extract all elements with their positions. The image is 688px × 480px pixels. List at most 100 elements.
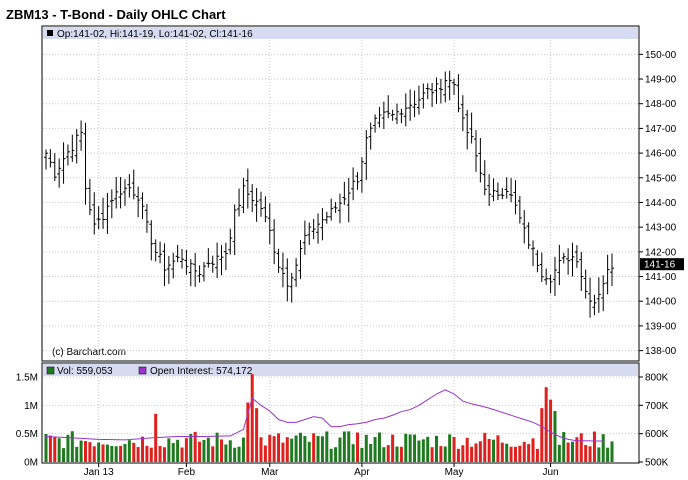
volume-bar: [250, 374, 254, 462]
x-tick-label: Jun: [543, 467, 559, 478]
volume-bar: [417, 440, 421, 462]
oi-tick-label: 500K: [645, 458, 669, 469]
volume-bar: [404, 433, 408, 462]
volume-bar: [123, 443, 127, 462]
volume-bar: [325, 431, 329, 462]
volume-legend-bar: [43, 364, 638, 376]
volume-bar: [413, 434, 417, 462]
volume-bar: [149, 447, 153, 462]
oi-tick-label: 700K: [645, 401, 669, 412]
volume-bar: [421, 439, 425, 462]
volume-bar: [198, 441, 202, 462]
oi-legend-text: Open Interest: 574,172: [150, 366, 253, 377]
volume-bar: [584, 445, 588, 462]
open-interest-line: [45, 389, 604, 442]
volume-bar: [474, 443, 478, 462]
volume-bar: [531, 438, 535, 462]
volume-bar: [386, 445, 390, 462]
volume-bar: [298, 432, 302, 462]
volume-bar: [92, 446, 96, 462]
volume-bar: [373, 437, 377, 462]
volume-bar: [557, 444, 561, 462]
volume-bar: [83, 441, 87, 462]
x-tick-label: Apr: [354, 467, 370, 478]
volume-bar: [513, 446, 517, 462]
volume-bar: [167, 438, 171, 462]
x-tick-label: Mar: [261, 467, 279, 478]
volume-legend-text: Vol: 559,053: [57, 366, 113, 377]
volume-bar: [141, 436, 145, 462]
volume-bar: [255, 408, 259, 462]
price-tick-label: 140-00: [645, 297, 677, 308]
price-tick-label: 142-00: [645, 247, 677, 258]
volume-bar: [329, 448, 333, 462]
volume-bar: [127, 440, 131, 462]
volume-bar: [290, 438, 294, 462]
volume-bar: [601, 434, 605, 462]
volume-bar: [338, 437, 342, 462]
volume-bar: [263, 445, 267, 462]
volume-bar: [439, 446, 443, 462]
volume-bar: [294, 435, 298, 462]
volume-bar: [53, 436, 57, 462]
volume-bar: [426, 436, 430, 462]
volume-bar: [553, 411, 557, 462]
volume-bar: [364, 434, 368, 462]
volume-tick-label: 0.5M: [16, 429, 38, 440]
volume-bar: [48, 435, 52, 462]
volume-bar: [246, 402, 250, 462]
volume-bar: [492, 439, 496, 462]
oi-legend-marker: [138, 366, 147, 375]
volume-bar: [277, 433, 281, 462]
volume-bar: [285, 437, 289, 462]
price-tick-label: 146-00: [645, 149, 677, 160]
volume-bar: [132, 442, 136, 462]
volume-bar: [307, 441, 311, 462]
volume-bar: [434, 435, 438, 462]
volume-bar: [395, 446, 399, 462]
volume-bar: [544, 387, 548, 462]
volume-bar: [136, 447, 140, 462]
volume-bar: [347, 431, 351, 462]
volume-bar: [75, 446, 79, 462]
volume-bar: [527, 444, 531, 462]
last-price-label: 141-16: [644, 260, 676, 271]
volume-bar: [408, 434, 412, 462]
volume-bar: [592, 431, 596, 462]
volume-bar: [202, 439, 206, 462]
volume-tick-label: 0M: [24, 458, 38, 469]
price-tick-label: 138-00: [645, 346, 677, 357]
price-tick-label: 150-00: [645, 50, 677, 61]
volume-bar: [391, 434, 395, 462]
volume-bar: [430, 447, 434, 462]
volume-bar: [579, 433, 583, 462]
price-tick-label: 145-00: [645, 173, 677, 184]
volume-bar: [320, 436, 324, 462]
volume-bar: [114, 446, 118, 462]
volume-bar: [443, 446, 447, 462]
volume-bar: [518, 445, 522, 462]
volume-bar: [342, 431, 346, 462]
volume-bar: [211, 446, 215, 462]
volume-bar: [312, 433, 316, 462]
volume-bar: [184, 438, 188, 462]
chart-credit: (c) Barchart.com: [52, 347, 126, 358]
volume-bar: [575, 437, 579, 462]
price-legend-bar: [43, 27, 638, 39]
price-tick-label: 141-00: [645, 272, 677, 283]
volume-bar: [79, 440, 83, 462]
volume-bar: [465, 437, 469, 462]
price-tick-label: 139-00: [645, 321, 677, 332]
volume-bar: [369, 443, 373, 462]
volume-bar: [57, 438, 61, 462]
volume-bar: [105, 444, 109, 462]
price-legend-marker: [47, 30, 53, 36]
volume-bar: [110, 445, 114, 462]
volume-tick-label: 1M: [24, 401, 38, 412]
volume-bar: [272, 436, 276, 462]
last-price-box: [640, 258, 684, 271]
volume-bar: [62, 448, 66, 462]
volume-bar: [268, 434, 272, 462]
volume-bar: [334, 447, 338, 462]
